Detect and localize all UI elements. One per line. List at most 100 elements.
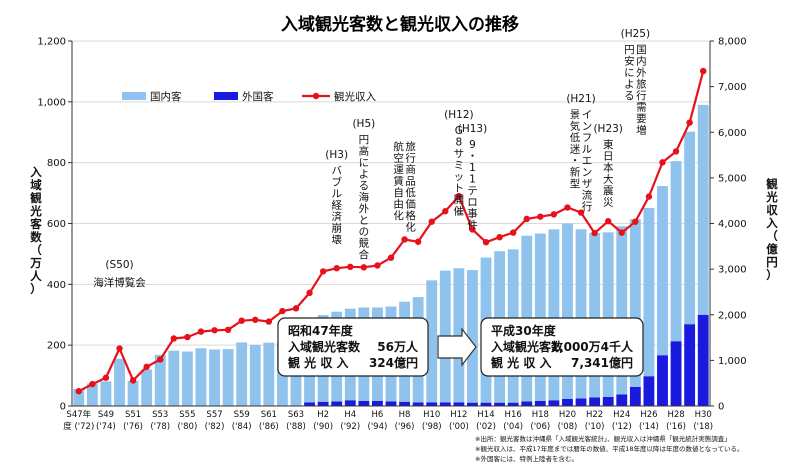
y-left-axis-title: 入域観光客数（万人） xyxy=(29,165,42,296)
revenue-point xyxy=(496,233,503,241)
x-tick-label-year: ('04) xyxy=(503,422,523,432)
x-tick-label: S47年 xyxy=(66,409,91,420)
x-tick-label-year: ('16) xyxy=(666,422,686,432)
annotation-label: G 8 サミット開催 xyxy=(454,125,465,218)
bar-foreign-visitors xyxy=(643,376,655,406)
bar-domestic-visitors xyxy=(616,226,628,395)
revenue-point xyxy=(577,209,585,216)
revenue-point xyxy=(170,335,178,342)
x-tick-label-year: ('18) xyxy=(693,422,713,432)
x-tick-label: S53 xyxy=(152,410,168,420)
y-left-tick-label: 1,000 xyxy=(37,97,66,108)
revenue-point xyxy=(292,305,300,312)
revenue-point xyxy=(537,213,544,220)
revenue-point xyxy=(401,236,408,243)
revenue-point xyxy=(360,264,368,271)
revenue-point xyxy=(279,307,286,315)
callout-last-revenue-label: 観 光 収 入 xyxy=(491,355,552,370)
x-tick-label: H20 xyxy=(559,410,576,420)
x-tick-label-year: ('10) xyxy=(585,422,605,432)
revenue-point xyxy=(414,238,422,245)
revenue-point xyxy=(184,333,191,341)
bar-domestic-visitors xyxy=(249,344,261,406)
bar-domestic-visitors xyxy=(100,381,112,406)
bar-domestic-visitors xyxy=(195,348,207,406)
x-tick-label: H2 xyxy=(317,410,329,420)
revenue-point xyxy=(591,229,598,237)
bar-domestic-visitors xyxy=(141,369,153,406)
bar-foreign-visitors xyxy=(399,401,411,406)
bar-foreign-visitors xyxy=(344,400,356,406)
bar-domestic-visitors xyxy=(453,268,465,403)
bar-foreign-visitors xyxy=(548,400,560,406)
y-right-tick-label: 6,000 xyxy=(718,128,747,139)
revenue-point xyxy=(672,148,680,155)
revenue-point xyxy=(659,159,666,166)
bar-foreign-visitors xyxy=(589,397,601,406)
revenue-point xyxy=(252,316,259,323)
bar-domestic-visitors xyxy=(467,270,478,403)
revenue-point xyxy=(197,328,205,335)
bar-domestic-visitors xyxy=(657,186,668,356)
y-right-tick-label: 4,000 xyxy=(718,219,747,230)
bar-domestic-visitors xyxy=(548,229,560,401)
bar-foreign-visitors xyxy=(616,394,628,406)
revenue-point xyxy=(374,262,381,269)
x-tick-label: S63 xyxy=(288,410,304,420)
legend: 国内客 外国客 観光収入 xyxy=(122,90,376,103)
y-right-tick-label: 7,000 xyxy=(718,82,747,93)
bar-domestic-visitors xyxy=(222,349,234,406)
revenue-point xyxy=(455,192,463,200)
y-right-tick-label: 3,000 xyxy=(718,265,747,276)
bar-foreign-visitors xyxy=(534,400,546,406)
x-tick-label-year: ('80) xyxy=(177,422,197,432)
annotation-label: バブル経済崩壊 xyxy=(331,165,342,246)
y-right-tick-label: 1,000 xyxy=(718,356,747,367)
bar-domestic-visitors xyxy=(86,383,98,406)
source-notes: ※出所：観光客数は沖縄県「入域観光客統計」、観光収入は沖縄県「観光統計実態調査」… xyxy=(475,434,743,463)
callout-first-box xyxy=(277,317,429,377)
bar-domestic-visitors xyxy=(629,219,641,387)
legend-swatch-domestic xyxy=(122,92,146,100)
bar-foreign-visitors xyxy=(453,402,465,406)
x-tick-label-year: ('74) xyxy=(96,422,116,432)
y-left-tick-label: 0 xyxy=(60,402,66,413)
axes: 0 200 400 600 800 1,000 1,200 0 1,000 2,000 3,000 4… xyxy=(29,37,778,433)
x-tick-label: H16 xyxy=(505,410,522,420)
x-tick-label-year: ('90) xyxy=(313,422,333,432)
x-tick-label-year: ('78) xyxy=(150,422,170,432)
revenue-point xyxy=(428,218,435,225)
x-tick-label: H28 xyxy=(667,410,684,420)
bar-foreign-visitors xyxy=(467,402,478,406)
annotation-year: (H3) xyxy=(325,149,348,161)
callout-arrow xyxy=(437,327,477,367)
bar-foreign-visitors xyxy=(331,401,343,406)
chart-title: 入域観光客数と観光収入の推移 xyxy=(281,14,519,35)
bar-foreign-visitors xyxy=(562,399,573,406)
y-right-tick-label: 2,000 xyxy=(718,310,747,321)
bar-domestic-visitors xyxy=(643,207,655,377)
x-tick-label: H6 xyxy=(372,410,384,420)
callout-last-revenue-value: 7,341億円 xyxy=(571,355,633,370)
x-tick-label: H4 xyxy=(344,410,356,420)
revenue-point xyxy=(604,218,612,225)
callout-first-revenue-value: 324億円 xyxy=(369,355,418,370)
annotation-year: (H21) xyxy=(566,93,595,105)
x-tick-label: H22 xyxy=(586,410,603,420)
gridlines xyxy=(72,40,710,407)
x-tick-label: H12 xyxy=(450,410,467,420)
revenue-point xyxy=(482,239,490,246)
bar-foreign-visitors xyxy=(385,401,397,406)
x-tick-label: H18 xyxy=(532,410,549,420)
annotation-year: (H12) xyxy=(444,109,473,121)
legend-label-revenue: 観光収入 xyxy=(334,90,376,103)
bar-domestic-visitors xyxy=(589,232,601,398)
revenue-point xyxy=(89,380,96,388)
bar-domestic-visitors xyxy=(534,233,546,401)
x-tick-label-year: ('94) xyxy=(368,422,388,432)
bar-foreign-visitors xyxy=(317,401,329,406)
revenue-point xyxy=(645,193,653,200)
callout-first-revenue-label: 観 光 収 入 xyxy=(288,355,349,370)
y-right-axis-title: 観光収入（億円） xyxy=(765,177,778,282)
